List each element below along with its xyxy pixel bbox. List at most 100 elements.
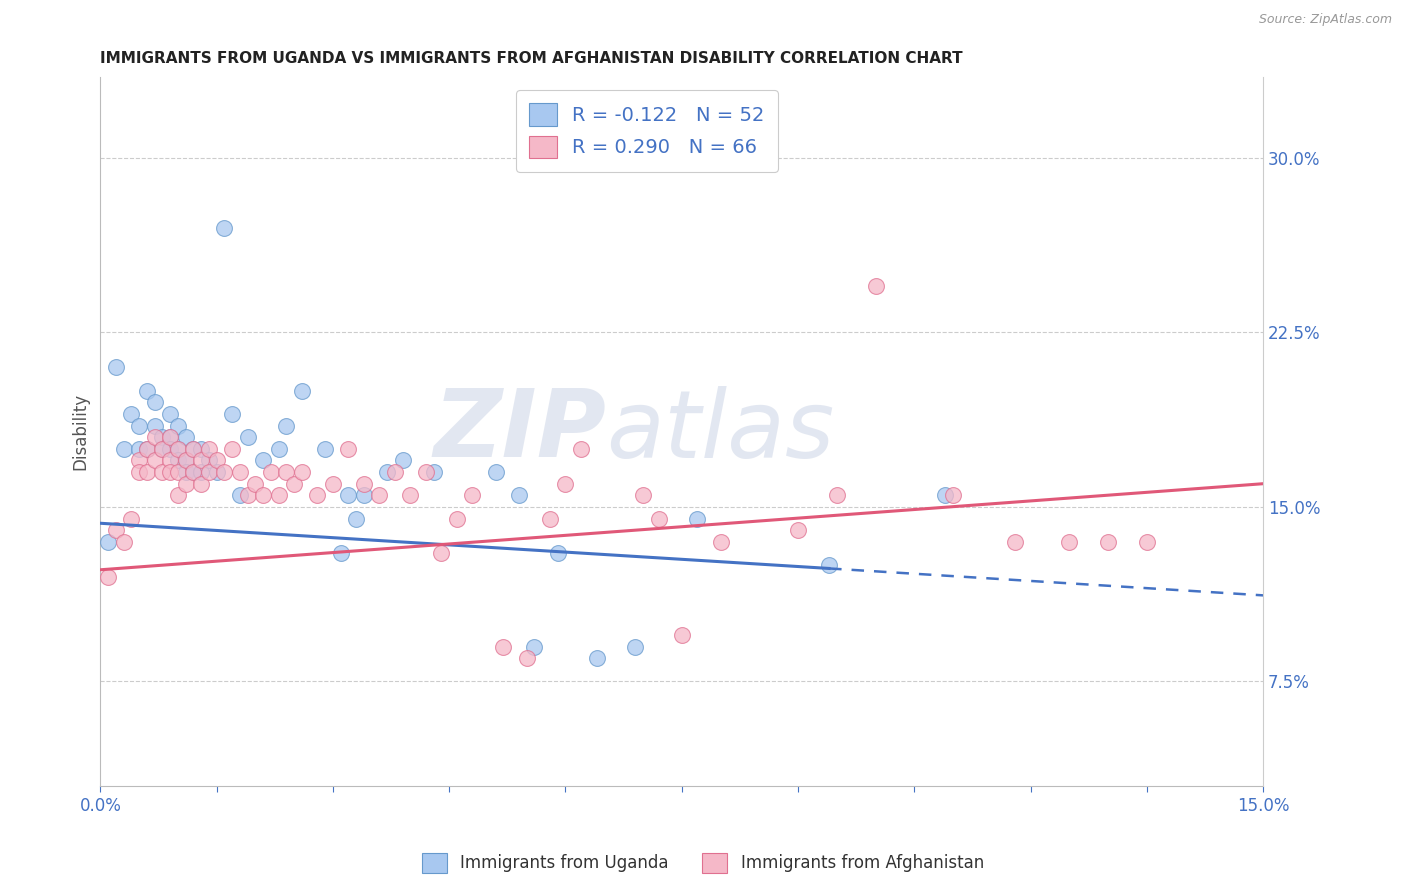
Point [120,511,142,525]
Point [183,442,205,456]
Point [167,442,190,456]
Point [135,442,157,456]
Point [375,465,398,479]
Point [267,488,290,502]
Text: ZIP: ZIP [433,385,606,477]
Point [538,511,561,525]
Point [190,465,212,479]
Point [353,476,375,491]
Point [128,465,150,479]
Point [167,488,190,502]
Point [368,488,391,502]
Point [104,523,127,537]
Point [276,418,298,433]
Point [112,534,135,549]
Point [183,465,205,479]
Point [492,640,515,654]
Point [221,407,243,421]
Point [283,476,305,491]
Point [135,442,157,456]
Point [508,488,530,502]
Point [415,465,437,479]
Point [818,558,841,573]
Point [671,628,693,642]
Point [865,279,887,293]
Legend: R = -0.122   N = 52, R = 0.290   N = 66: R = -0.122 N = 52, R = 0.290 N = 66 [516,90,778,171]
Point [167,453,190,467]
Point [430,547,453,561]
Point [291,384,314,398]
Point [128,442,150,456]
Point [167,442,190,456]
Point [1097,534,1119,549]
Point [128,418,150,433]
Point [112,442,135,456]
Point [128,453,150,467]
Point [150,465,173,479]
Point [322,476,344,491]
Point [516,651,538,665]
Point [709,534,731,549]
Point [337,442,360,456]
Point [205,465,228,479]
Point [143,453,166,467]
Point [585,651,607,665]
Point [150,430,173,444]
Point [221,442,243,456]
Point [229,465,252,479]
Point [569,442,592,456]
Text: IMMIGRANTS FROM UGANDA VS IMMIGRANTS FROM AFGHANISTAN DISABILITY CORRELATION CHA: IMMIGRANTS FROM UGANDA VS IMMIGRANTS FRO… [100,51,963,66]
Point [174,453,197,467]
Point [446,511,468,525]
Point [245,476,267,491]
Point [150,442,173,456]
Point [143,395,166,409]
Point [1004,534,1026,549]
Point [942,488,965,502]
Point [150,442,173,456]
Point [167,418,190,433]
Point [1136,534,1159,549]
Point [260,465,283,479]
Point [384,465,406,479]
Point [547,547,569,561]
Point [159,430,181,444]
Point [159,430,181,444]
Text: Source: ZipAtlas.com: Source: ZipAtlas.com [1258,13,1392,27]
Point [307,488,329,502]
Point [135,384,157,398]
Point [236,430,259,444]
Point [229,488,252,502]
Point [422,465,444,479]
Point [205,453,228,467]
Point [647,511,669,525]
Point [174,453,197,467]
Point [190,476,212,491]
Point [174,465,197,479]
Point [252,488,274,502]
Point [337,488,360,502]
Y-axis label: Disability: Disability [72,392,89,470]
Point [314,442,336,456]
Point [1059,534,1081,549]
Point [198,453,221,467]
Point [485,465,508,479]
Point [120,407,142,421]
Point [97,570,120,584]
Point [554,476,576,491]
Point [104,360,127,375]
Point [159,453,181,467]
Point [461,488,484,502]
Point [391,453,413,467]
Point [329,547,352,561]
Point [399,488,422,502]
Point [523,640,546,654]
Point [686,511,709,525]
Point [159,442,181,456]
Point [190,442,212,456]
Point [214,465,236,479]
Point [174,476,197,491]
Point [190,453,212,467]
Point [198,465,221,479]
Point [214,220,236,235]
